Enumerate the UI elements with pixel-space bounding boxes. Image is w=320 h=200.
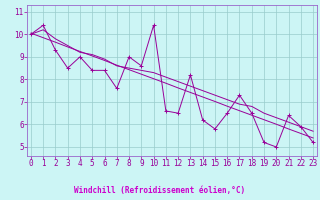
Text: Windchill (Refroidissement éolien,°C): Windchill (Refroidissement éolien,°C) [75, 186, 245, 195]
